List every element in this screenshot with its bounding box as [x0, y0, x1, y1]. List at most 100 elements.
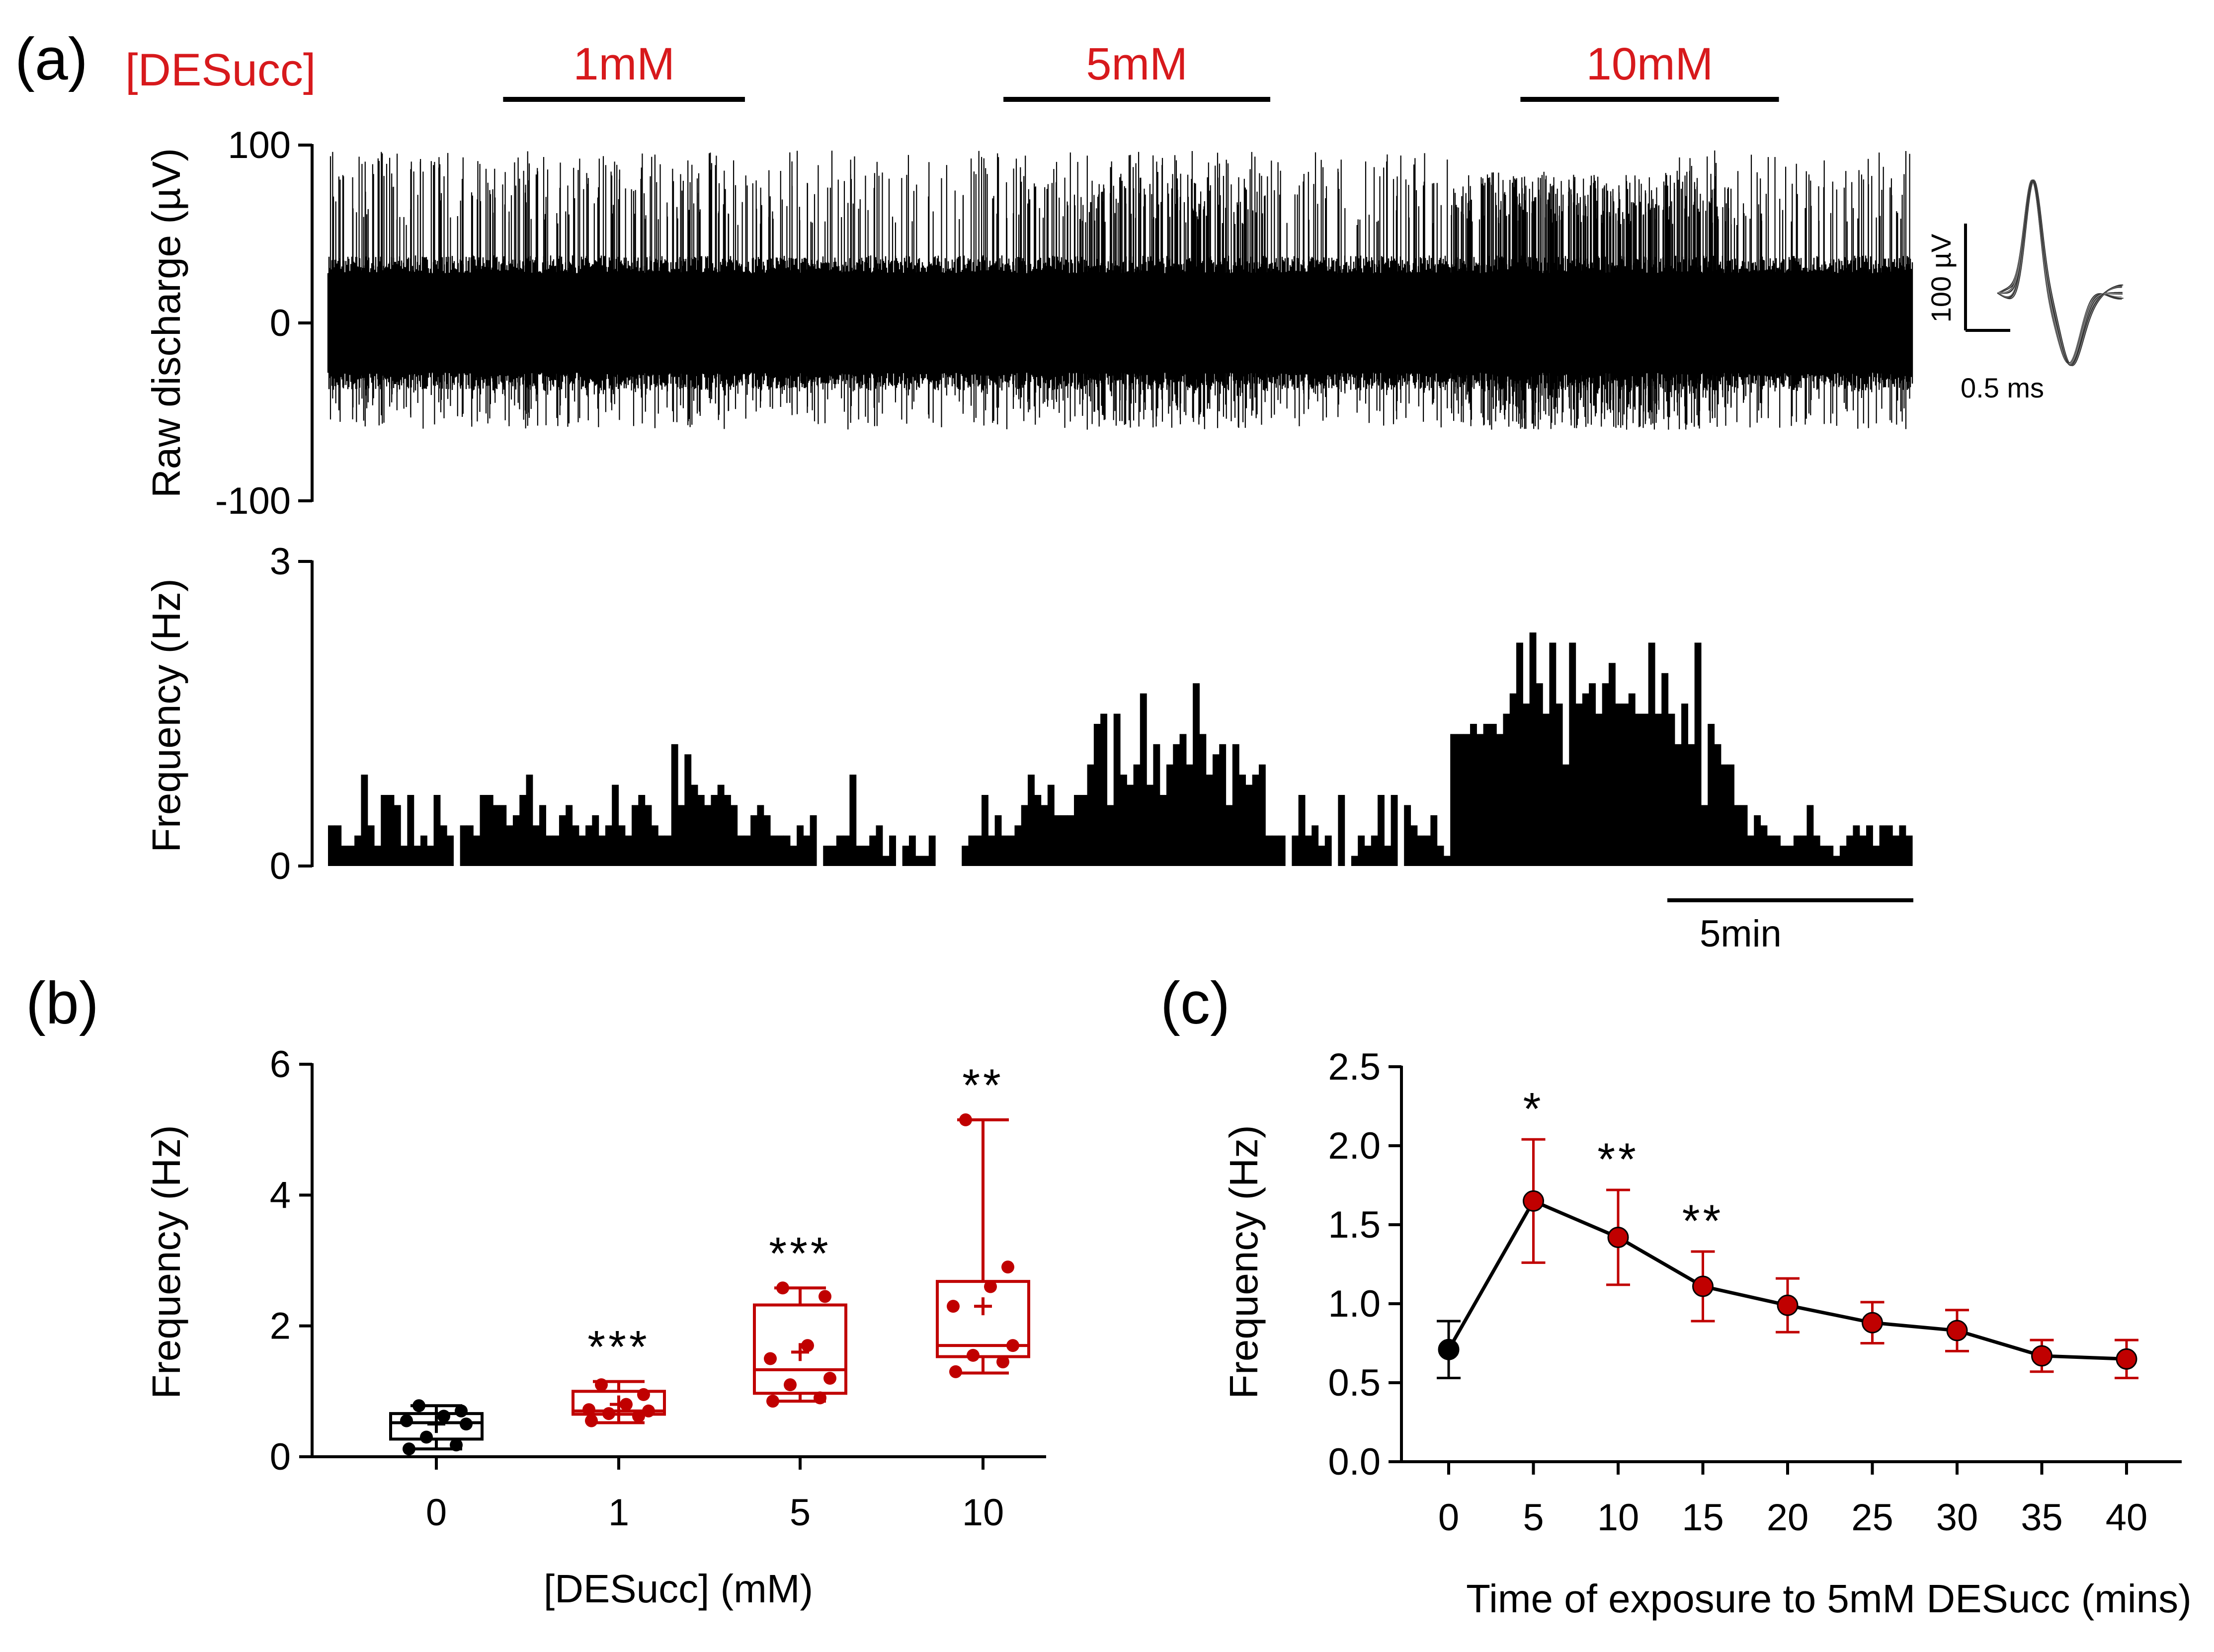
- box-data-point: [949, 1365, 962, 1378]
- histogram-bar: [1179, 734, 1187, 866]
- histogram-bar: [908, 835, 916, 866]
- b-significance-marker: ***: [587, 1322, 650, 1373]
- condition-label: [DESucc]: [125, 45, 316, 95]
- c-x-tick-label: 10: [1597, 1496, 1640, 1539]
- c-data-point: [1523, 1190, 1544, 1212]
- b-significance-marker: ***: [769, 1228, 831, 1279]
- histogram-bar: [552, 835, 560, 866]
- histogram-bar: [578, 835, 586, 866]
- histogram-bar: [968, 835, 976, 866]
- histogram-bar: [605, 825, 612, 866]
- c-y-axis-title: Frequency (Hz): [1222, 1125, 1266, 1399]
- histogram-bar: [1826, 846, 1834, 866]
- application-label: 5mM: [1086, 39, 1187, 89]
- histogram-bar: [1338, 794, 1345, 866]
- b-box-plots: ********: [389, 1060, 1030, 1456]
- histogram-bar: [1661, 673, 1669, 866]
- histogram-bar: [1602, 683, 1609, 866]
- histogram-bar: [1760, 825, 1768, 866]
- histogram-bar: [433, 794, 441, 866]
- histogram-bar: [1265, 835, 1273, 866]
- histogram-bar: [1113, 713, 1121, 866]
- histogram-bar: [1839, 846, 1847, 866]
- histogram-bar: [658, 835, 665, 866]
- waveform-trace: [1997, 179, 2122, 366]
- panel-a: (a) [DESucc] 1mM 5mM 10mM 100 0 -100 Raw d…: [15, 26, 2124, 955]
- histogram-bar: [1569, 642, 1576, 866]
- histogram-bar: [1873, 846, 1880, 866]
- histogram-bar: [361, 775, 368, 866]
- histogram-bar: [347, 846, 355, 866]
- histogram-bar: [1199, 734, 1207, 866]
- c-data-point: [2031, 1345, 2052, 1367]
- application-label: 10mM: [1586, 39, 1714, 89]
- histogram-bar: [1219, 744, 1227, 866]
- histogram-bar: [876, 825, 883, 866]
- histogram-bar: [618, 825, 626, 866]
- histogram-bar: [1899, 825, 1906, 866]
- c-y-tick-label: 0.5: [1328, 1362, 1381, 1404]
- b-y-tick-label: 4: [270, 1174, 291, 1216]
- waveform-trace: [1997, 179, 2122, 365]
- box-data-point: [996, 1355, 1009, 1369]
- histogram-bar: [856, 846, 863, 866]
- histogram-bar: [823, 846, 830, 866]
- histogram-bar: [1575, 704, 1583, 866]
- box-data-point: [595, 1378, 608, 1392]
- histogram-bar: [1437, 846, 1444, 866]
- c-data-point: [1777, 1294, 1799, 1316]
- histogram-bar: [1708, 723, 1715, 866]
- histogram-bar: [1886, 825, 1893, 866]
- histogram-bar: [1694, 642, 1702, 866]
- box-iqr: [753, 1303, 847, 1395]
- histogram-bar: [1378, 794, 1385, 866]
- c-data-point: [2116, 1348, 2137, 1370]
- histogram-bar: [1859, 835, 1867, 866]
- histogram-bar: [1093, 723, 1101, 866]
- histogram-bar: [1523, 704, 1530, 866]
- histogram-bar: [928, 835, 936, 866]
- histogram-bar: [1562, 764, 1569, 866]
- histogram-bar: [1734, 805, 1741, 866]
- histogram-bar: [1549, 642, 1557, 866]
- histogram-bar: [691, 785, 698, 866]
- box-data-point: [766, 1395, 779, 1408]
- box-data-point: [632, 1410, 645, 1423]
- histogram-bar: [651, 825, 658, 866]
- histogram-bar: [1120, 775, 1127, 866]
- histogram-bar: [1147, 785, 1154, 866]
- histogram-bar: [473, 835, 481, 866]
- histogram-bar: [704, 805, 712, 866]
- histogram-bar: [612, 785, 619, 866]
- histogram-bar: [592, 815, 599, 866]
- histogram-bar: [341, 846, 348, 866]
- histogram-bar: [1740, 805, 1748, 866]
- trace-spikes: [329, 150, 1910, 430]
- histogram-bar: [731, 805, 738, 866]
- histogram-bar: [632, 805, 639, 866]
- histogram-bar: [1516, 642, 1523, 866]
- histogram-bar: [1410, 825, 1418, 866]
- histogram-bar: [994, 815, 1002, 866]
- histogram-bar: [810, 815, 817, 866]
- histogram-bar: [1892, 835, 1900, 866]
- histogram-bar: [902, 846, 909, 866]
- histogram-bar: [466, 825, 474, 866]
- histogram-bar: [499, 805, 507, 866]
- histogram-bar: [829, 846, 837, 866]
- histogram-bar: [1496, 734, 1504, 866]
- histogram-bar: [803, 835, 811, 866]
- histogram-bar: [1608, 663, 1616, 866]
- c-y-tick-label: 1.5: [1328, 1204, 1381, 1246]
- panel-b: (b) 0 2 4 6 0 1 5 10 Frequency (Hz) [DESucc] (…: [26, 970, 1046, 1611]
- histogram-bar: [367, 825, 375, 866]
- histogram-bar: [922, 856, 929, 866]
- histogram-bar: [1424, 835, 1431, 866]
- histogram-bar: [671, 744, 678, 866]
- histogram-bar: [387, 794, 395, 866]
- histogram-bar: [1021, 805, 1028, 866]
- histogram-bar: [1212, 754, 1220, 866]
- histogram-bar: [1905, 835, 1913, 866]
- histogram-bar: [777, 835, 784, 866]
